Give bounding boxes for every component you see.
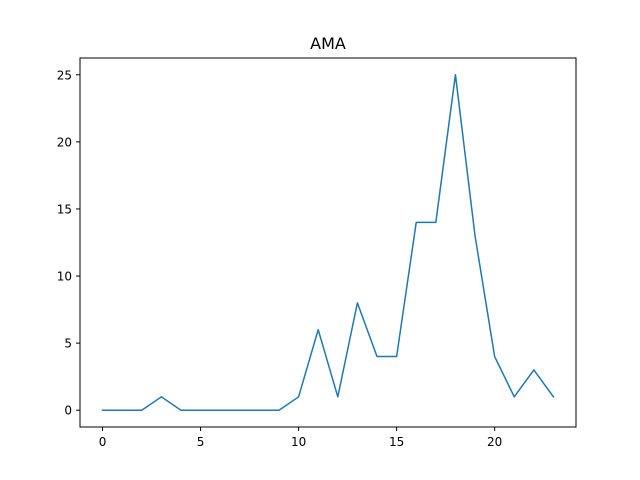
y-tick-label: 0 [64,404,72,418]
x-axis-ticks: 0 5 10 15 20 [99,427,502,449]
x-tick-label: 0 [99,435,107,449]
y-tick-label: 20 [57,135,72,149]
x-tick-label: 10 [291,435,306,449]
y-axis-ticks: 0 5 10 15 20 25 [57,68,80,418]
axes-frame [79,57,577,428]
x-tick-label: 5 [197,435,205,449]
series-line-1 [101,74,555,411]
y-tick-label: 10 [57,270,72,284]
x-tick-label: 20 [487,435,502,449]
y-tick-label: 5 [64,337,72,351]
y-tick-label: 15 [57,202,72,216]
y-tick-label: 25 [57,68,72,82]
x-tick-label: 15 [389,435,404,449]
series-layer [101,74,555,411]
chart-title: AMA [310,34,346,53]
